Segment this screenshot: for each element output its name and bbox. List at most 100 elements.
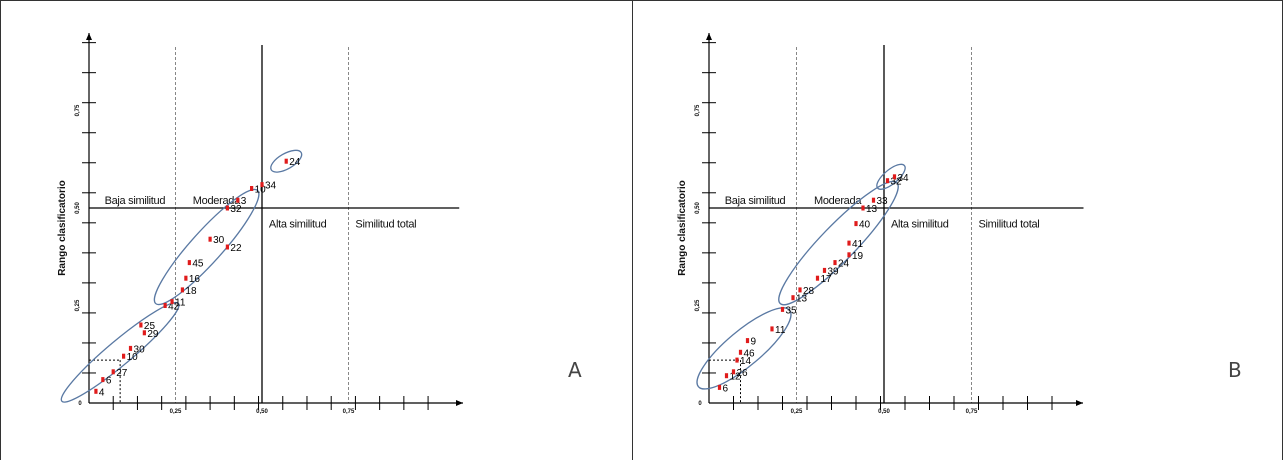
panel-b-data-point-label: 13 (866, 204, 878, 215)
panel-b-data-point-label: 39 (828, 266, 840, 277)
panel-b-x-tick-label: 0,50 (878, 409, 890, 415)
panel-a-data-point-label: 6 (106, 376, 112, 387)
panel-a-data-point-label: 42 (168, 302, 180, 313)
panel-b-data-point (745, 338, 750, 344)
panel-b-zone-label: Similitud total (979, 219, 1040, 231)
panel-a-data-point (250, 186, 254, 191)
panel-b-y-tick-label: 0,50 (695, 202, 701, 214)
panel-b-data-point-label: 35 (786, 305, 798, 316)
panel-b-data-point (738, 349, 743, 355)
panel-a-x-tick-label: 0,75 (343, 409, 355, 415)
panel-a-y-tick-label: 0,25 (75, 299, 81, 311)
panel-a-data-point (163, 303, 167, 308)
panel-b-data-point (731, 369, 736, 375)
panel-a-data-point (101, 377, 105, 383)
panel-a-data-point (225, 244, 229, 250)
panel-b-data-point-label: 28 (803, 286, 815, 297)
panel-b-cluster-ellipse (876, 163, 906, 190)
panel-a-data-point-label: 25 (144, 321, 156, 332)
panel-a-x-tick-label: 0,50 (256, 409, 268, 415)
panel-b-data-point (847, 252, 851, 258)
panel-a-data-point (225, 205, 229, 211)
panel-a-zone-label: Baja similitud (105, 195, 166, 207)
panel-b-x-tick-label: 0,25 (791, 409, 803, 415)
panel-a-cluster-ellipse (60, 301, 180, 403)
panel-b-data-point (724, 373, 729, 379)
panel-b-cluster-ellipse (778, 180, 899, 306)
panel-b-data-point-label: 13 (796, 294, 808, 305)
panel-b-data-point (815, 275, 820, 281)
panel-a-data-point-label: 11 (175, 298, 186, 309)
panel-b-zone-label: Alta similitud (891, 219, 949, 231)
panel-b-y-tick-label: 0,75 (695, 104, 701, 116)
panel-b-letter: B (1228, 358, 1242, 382)
panel-a-cluster-ellipse (153, 188, 260, 306)
panel-b-x-axis-arrow (1076, 400, 1083, 406)
panel-b-data-point-label: 9 (751, 337, 757, 348)
panel-b-data-point (822, 267, 827, 273)
panel-b-zone-label: Baja similitud (725, 195, 786, 207)
panel-a-x-axis-arrow (456, 400, 463, 406)
panel-a-data-point (180, 287, 185, 293)
panel-b-data-point-label: 41 (852, 239, 864, 250)
panel-b-data-point-label: 24 (838, 259, 850, 270)
panel-a-data-point-label: 10 (255, 185, 267, 196)
panel-b-data-point (885, 178, 890, 184)
panel-b-data-point-label: 32 (891, 177, 903, 188)
panel-b-data-point (770, 326, 774, 332)
panel-a-y-axis-arrow (86, 33, 92, 40)
panel-b-data-point (854, 221, 858, 227)
panel-a-y-axis-title: Rango clasificatorio (57, 180, 68, 276)
panel-b-data-point-label: 26 (737, 368, 749, 379)
panel-b-data-point-label: 12 (730, 372, 742, 383)
panel-b-x-tick-label: 0,75 (966, 409, 978, 415)
panel-a-zone-label: Similitud total (355, 219, 416, 231)
panel-b-data-point (717, 384, 722, 390)
panel-b-data-point-label: 34 (898, 173, 910, 184)
panel-a-data-point (187, 260, 191, 266)
panel-b-data-point-label: 17 (821, 274, 833, 285)
panel-a-data-point (284, 158, 288, 164)
panel-a-zone-label: Alta similitud (269, 219, 327, 231)
panel-b-cluster-ellipse (696, 307, 792, 390)
panel-b-data-point-label: 33 (877, 196, 889, 207)
panel-b-data-point-label: 6 (723, 383, 729, 394)
panel-a-data-point (170, 299, 174, 305)
panel-a-data-point-label: 10 (127, 352, 139, 363)
panel-a-data-point (111, 369, 115, 375)
panel-b-data-point-label: 14 (740, 356, 752, 367)
panel-b-data-point-label: 19 (852, 251, 864, 262)
panel-a-data-point-label: 4 (99, 387, 105, 398)
panel-a-data-point-label: 24 (289, 157, 301, 168)
panel-a-data-point-label: 18 (185, 286, 197, 297)
panel-b-data-point (861, 205, 865, 211)
panel-b-data-point (892, 174, 897, 180)
panel-a-data-point (139, 322, 143, 328)
panel-a-data-point (260, 182, 264, 188)
panel-a-origin-label: 0 (78, 401, 82, 407)
panel-b-data-point (871, 197, 876, 203)
panel-a-x-tick-label: 0,25 (170, 409, 182, 415)
panel-a-data-point (184, 275, 188, 281)
panel-b-data-point (833, 260, 837, 266)
panel-a-data-point-label: 32 (230, 204, 242, 215)
panel-b-data-point (798, 287, 802, 293)
panel-a-data-point-label: 22 (230, 243, 242, 254)
panel-b-data-point (735, 357, 739, 363)
panel-a-data-point-label: 34 (265, 181, 277, 192)
panel-b-y-axis-title: Rango clasificatorio (677, 180, 688, 276)
panel-b-data-point-label: 46 (744, 348, 756, 359)
panel-a-letter: A (568, 358, 582, 382)
panel-b-data-point (847, 240, 851, 246)
panel-a-data-point-label: 29 (147, 329, 159, 340)
panel-a-data-point (142, 330, 146, 336)
panel-a-data-point (128, 345, 133, 351)
panel-a-data-point-label: 16 (189, 274, 201, 285)
panel-a-cluster-ellipse (270, 149, 303, 173)
panel-b-data-point (791, 295, 795, 301)
panel-b-zone-label: Moderada (814, 195, 862, 207)
panel-b-data-point (780, 306, 785, 312)
panel-b-origin-label: 0 (698, 401, 702, 407)
panel-b-y-axis-arrow (706, 33, 712, 40)
